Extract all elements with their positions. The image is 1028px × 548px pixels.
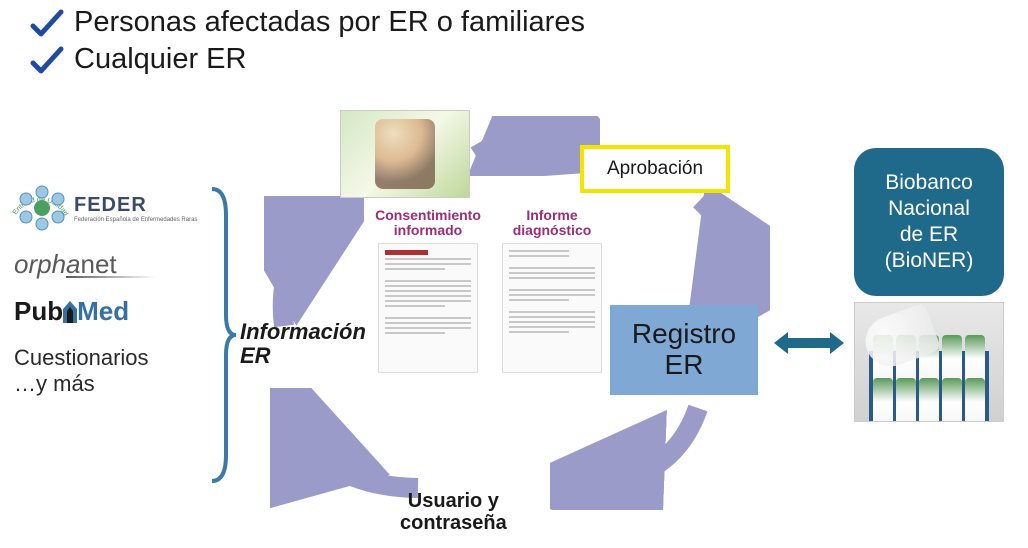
cycle-diagram: Consentimiento informado Informe diagnós…	[250, 110, 770, 540]
person-silhouette-icon	[375, 119, 435, 189]
check-icon	[30, 45, 64, 75]
bullet-text: Cualquier ER	[74, 43, 246, 76]
bracket-icon	[208, 185, 238, 485]
feder-logo: Entidad de Utilidad Pública FEDER Federa…	[14, 185, 214, 231]
sources-column: Entidad de Utilidad Pública FEDER Federa…	[14, 185, 214, 398]
feder-name: FEDER	[74, 194, 197, 217]
pubmed-med: Med	[77, 296, 129, 327]
bullet-text: Personas afectadas por ER o familiares	[74, 6, 585, 39]
registro-box: Registro ER	[610, 305, 758, 395]
feder-subtitle: Federación Española de Enfermedades Rara…	[74, 217, 197, 223]
bioner-box: Biobanco Nacional de ER (BioNER)	[854, 148, 1004, 296]
informe-label: Informe diagnóstico	[513, 208, 592, 239]
consent-label: Consentimiento informado	[375, 208, 481, 239]
aprobacion-label: Aprobación	[607, 158, 703, 180]
bioner-label: Biobanco Nacional de ER (BioNER)	[885, 170, 974, 275]
document-sheet	[378, 243, 478, 373]
registro-l2: ER	[665, 350, 704, 381]
aprobacion-box: Aprobación	[580, 145, 730, 193]
documents-area: Consentimiento informado Informe diagnós…	[370, 208, 610, 373]
bullet-list: Personas afectadas por ER o familiares C…	[30, 6, 585, 80]
photo-lab-samples	[854, 302, 1004, 422]
pubmed-arrow-icon	[61, 299, 79, 325]
registro-l1: Registro	[632, 319, 736, 350]
pubmed-logo: Pub Med	[14, 296, 214, 327]
double-arrow-icon	[774, 330, 844, 356]
feder-circles-icon	[14, 185, 70, 231]
cycle-arrow-icon	[550, 400, 710, 510]
cycle-arrow-icon	[264, 196, 364, 336]
bullet-item: Cualquier ER	[30, 43, 585, 76]
orphanet-logo: orphanet	[14, 249, 214, 278]
informacion-er-label: Información ER	[240, 320, 366, 368]
cuestionarios-text: Cuestionarios …y más	[14, 345, 214, 398]
document-sheet	[502, 243, 602, 373]
usuario-label: Usuario y contraseña	[400, 490, 507, 534]
cycle-arrow-icon	[680, 192, 770, 322]
bullet-item: Personas afectadas por ER o familiares	[30, 6, 585, 39]
photo-person-laptop	[340, 110, 470, 198]
pubmed-pub: Pub	[14, 296, 63, 327]
check-icon	[30, 8, 64, 38]
